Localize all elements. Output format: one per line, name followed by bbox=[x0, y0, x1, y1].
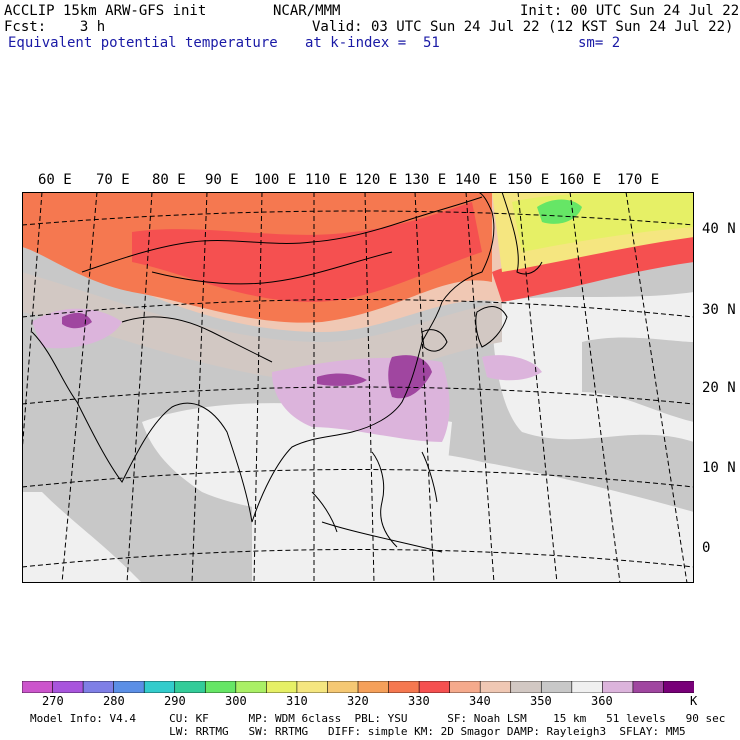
lon-label: 150 E bbox=[507, 172, 550, 188]
field-light-indian bbox=[22, 492, 142, 583]
colorbar-swatch bbox=[327, 681, 359, 693]
model-title: ACCLIP 15km ARW-GFS init bbox=[4, 3, 207, 19]
colorbar-label: 270 bbox=[42, 694, 64, 708]
colorbar-swatch bbox=[22, 681, 54, 693]
field-purple-china bbox=[317, 373, 367, 386]
field-purple-india bbox=[62, 312, 92, 329]
physics-info: LW: RRTMG SW: RRTMG DIFF: simple KM: 2D … bbox=[30, 725, 686, 738]
colorbar-label: 350 bbox=[530, 694, 552, 708]
colorbar-swatch bbox=[52, 681, 84, 693]
field-lavender-pacific bbox=[482, 355, 542, 381]
colorbar-swatch bbox=[663, 681, 694, 693]
lat-label: 10 N bbox=[702, 460, 736, 476]
colorbar-swatch bbox=[82, 681, 115, 693]
colorbar-label: 320 bbox=[347, 694, 369, 708]
colorbar bbox=[22, 681, 694, 693]
theta-e-map bbox=[22, 192, 694, 583]
lon-label: 170 E bbox=[617, 172, 660, 188]
field-tan-band bbox=[22, 272, 502, 382]
colorbar-swatch bbox=[479, 681, 512, 693]
lon-label: 60 E bbox=[38, 172, 72, 188]
colorbar-swatch bbox=[418, 681, 451, 693]
field-red-core bbox=[132, 202, 482, 302]
colorbar-label: 360 bbox=[591, 694, 613, 708]
lon-label: 110 E bbox=[305, 172, 348, 188]
model-info: Model Info: V4.4 CU: KF MP: WDM 6class P… bbox=[30, 712, 726, 725]
smoothing-label: sm= 2 bbox=[578, 35, 621, 51]
field-lavender-india bbox=[32, 308, 122, 349]
field-name: Equivalent potential temperature bbox=[8, 35, 278, 51]
colorbar-swatch bbox=[296, 681, 329, 693]
colorbar-swatch bbox=[357, 681, 390, 693]
lat-label: 0 bbox=[702, 540, 711, 556]
coastlines bbox=[31, 192, 543, 553]
colorbar-swatch bbox=[449, 681, 481, 693]
institution-label: NCAR/MMM bbox=[273, 3, 341, 19]
colorbar-label: 300 bbox=[225, 694, 247, 708]
level-index: at k-index = 51 bbox=[305, 35, 440, 51]
colorbar-swatch bbox=[388, 681, 420, 693]
lon-label: 80 E bbox=[152, 172, 186, 188]
lon-label: 70 E bbox=[96, 172, 130, 188]
colorbar-label: 310 bbox=[286, 694, 308, 708]
colorbar-swatch bbox=[540, 681, 573, 693]
field-green bbox=[537, 199, 582, 224]
lon-label: 90 E bbox=[205, 172, 239, 188]
lon-label: 100 E bbox=[254, 172, 297, 188]
colorbar-swatch bbox=[602, 681, 634, 693]
init-time: Init: 00 UTC Sun 24 Jul 22 bbox=[520, 3, 740, 19]
colorbar-swatch bbox=[204, 681, 237, 693]
colorbar-label: 280 bbox=[103, 694, 125, 708]
colorbar-swatch bbox=[510, 681, 543, 693]
valid-time: Valid: 03 UTC Sun 24 Jul 22 (12 KST Sun … bbox=[312, 19, 734, 35]
colorbar-label: 330 bbox=[408, 694, 430, 708]
lon-label: 120 E bbox=[355, 172, 398, 188]
lat-label: 20 N bbox=[702, 380, 736, 396]
lon-label: 130 E bbox=[404, 172, 447, 188]
colorbar-label: 340 bbox=[469, 694, 491, 708]
colorbar-swatch bbox=[632, 681, 665, 693]
lat-label: 40 N bbox=[702, 221, 736, 237]
map-frame bbox=[22, 192, 694, 583]
colorbar-swatch bbox=[235, 681, 268, 693]
colorbar-swatch bbox=[571, 681, 604, 693]
lon-label: 140 E bbox=[455, 172, 498, 188]
field-red-pacific bbox=[492, 232, 694, 302]
colorbar-label: 290 bbox=[164, 694, 186, 708]
colorbar-swatch bbox=[113, 681, 145, 693]
colorbar-unit: K bbox=[690, 694, 698, 708]
forecast-hour: Fcst: 3 h bbox=[4, 19, 106, 35]
lat-label: 30 N bbox=[702, 302, 736, 318]
colorbar-swatch bbox=[266, 681, 298, 693]
colorbar-swatch bbox=[143, 681, 176, 693]
colorbar-swatch bbox=[174, 681, 207, 693]
graticule bbox=[22, 192, 694, 583]
lon-label: 160 E bbox=[559, 172, 602, 188]
